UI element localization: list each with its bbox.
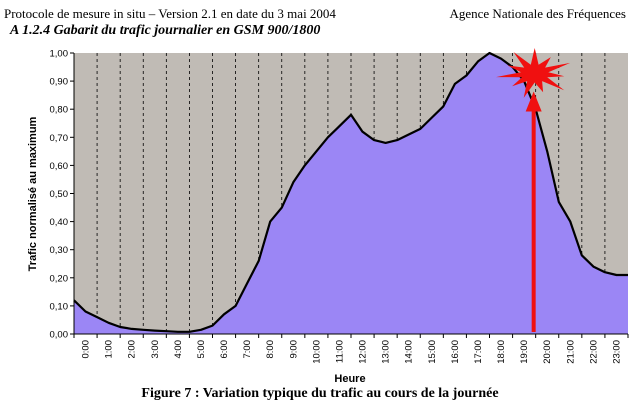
x-tick-label: 20:00: [542, 340, 553, 364]
x-tick-label: 23:00: [611, 340, 622, 364]
y-tick-label: 0,10: [50, 301, 69, 312]
x-tick-label: 1:00: [104, 340, 115, 359]
x-axis-label: Heure: [334, 373, 365, 385]
y-tick-label: 0,70: [50, 133, 69, 144]
traffic-area: [74, 53, 628, 334]
x-tick-label: 11:00: [334, 340, 345, 363]
x-tick-label: 22:00: [588, 340, 599, 364]
x-tick-labels: 0:00 1:00 2:00 3:00 4:00 5:00 6:00 7:00 8:00 9:00…: [81, 340, 623, 364]
y-tick-label: 0,30: [50, 245, 69, 256]
x-tick-label: 0:00: [81, 340, 92, 359]
x-tick-label: 4:00: [173, 340, 184, 359]
x-tick-label: 7:00: [242, 340, 253, 359]
y-axis-label: Trafic normalisé au maximum: [27, 116, 39, 271]
y-tick-label: 0,60: [50, 161, 69, 172]
peak-annotation: [496, 48, 571, 332]
chart-axes: [70, 52, 629, 338]
red-arrow-head: [525, 91, 542, 112]
section-title: A 1.2.4 Gabarit du trafic journalier en …: [10, 23, 321, 38]
x-tick-label: 8:00: [265, 340, 276, 359]
x-tick-label: 10:00: [311, 340, 322, 364]
x-tick-label: 15:00: [427, 340, 438, 364]
x-tick-label: 16:00: [450, 340, 461, 364]
x-tick-label: 12:00: [358, 340, 369, 364]
x-tick-label: 13:00: [381, 340, 392, 364]
x-tick-label: 2:00: [127, 340, 138, 359]
y-tick-label: 0,20: [50, 273, 69, 284]
x-tick-label: 3:00: [150, 340, 161, 359]
y-tick-label: 0,00: [50, 330, 69, 341]
y-tick-label: 1,00: [50, 49, 69, 60]
figure-caption: Figure 7 : Variation typique du trafic a…: [141, 386, 499, 401]
y-tick-label: 0,90: [50, 77, 69, 88]
x-tick-label: 19:00: [519, 340, 530, 364]
x-tick-label: 9:00: [288, 340, 299, 359]
y-tick-labels: 0,00 0,10 0,20 0,30 0,40 0,50 0,60 0,70 0,80 0,90…: [50, 49, 69, 341]
y-tick-label: 0,40: [50, 217, 69, 228]
x-tick-label: 14:00: [404, 340, 415, 364]
x-tick-label: 5:00: [196, 340, 207, 359]
x-tick-label: 18:00: [496, 340, 507, 364]
red-burst-marker: [496, 48, 571, 98]
header-left: Protocole de mesure in situ – Version 2.…: [4, 6, 336, 21]
y-tick-label: 0,50: [50, 189, 69, 200]
header-right: Agence Nationale des Fréquences: [449, 6, 626, 21]
x-tick-label: 17:00: [473, 340, 484, 364]
x-tick-label: 21:00: [565, 340, 576, 364]
x-tick-label: 6:00: [219, 340, 230, 359]
y-tick-label: 0,80: [50, 105, 69, 116]
